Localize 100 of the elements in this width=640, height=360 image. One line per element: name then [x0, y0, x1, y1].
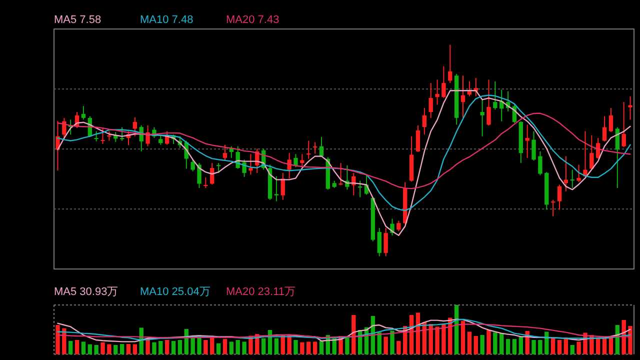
bar [467, 332, 472, 354]
candlestick [274, 176, 279, 202]
bar [88, 344, 92, 354]
candlestick [216, 162, 221, 174]
candlestick [287, 152, 292, 180]
candlestick [300, 154, 304, 168]
bar [216, 343, 221, 354]
bar [261, 338, 266, 354]
candlestick [422, 107, 426, 136]
bar [474, 336, 478, 354]
bar [570, 344, 574, 354]
bar [190, 338, 195, 354]
candlestick [204, 176, 208, 188]
candlestick [486, 79, 491, 126]
bar [132, 344, 138, 354]
bar [396, 340, 401, 354]
bar [100, 342, 105, 354]
bar [107, 344, 112, 354]
bar [518, 336, 523, 354]
candlestick [628, 96, 632, 120]
candlestick [602, 116, 607, 142]
bar [377, 332, 382, 354]
candlestick [532, 130, 536, 162]
bar [319, 340, 324, 354]
candlestick [480, 99, 484, 137]
candlestick [158, 134, 163, 146]
bar [120, 344, 124, 354]
candlestick [100, 128, 105, 144]
bar [576, 342, 581, 354]
candlestick [377, 227, 382, 257]
text: MA20 23.11万 [226, 286, 296, 298]
candlestick [384, 227, 388, 257]
bar [306, 342, 311, 354]
candlestick [338, 162, 343, 186]
text: MA20 7.43 [226, 14, 280, 26]
bar [512, 339, 517, 354]
candlestick [564, 156, 568, 192]
candlestick [615, 126, 620, 188]
bar [460, 321, 466, 354]
bar [486, 330, 491, 354]
bar [390, 330, 394, 354]
bar [178, 340, 182, 354]
bar [62, 328, 66, 354]
bar [557, 340, 562, 354]
bar [300, 342, 304, 354]
bar [493, 332, 498, 354]
bar [242, 342, 246, 354]
text: MA10 25.04万 [140, 286, 210, 298]
bar [384, 336, 388, 354]
bar [538, 340, 542, 354]
bar [628, 326, 632, 354]
candlestick [81, 106, 86, 120]
text: MA10 7.48 [140, 14, 194, 26]
bar [454, 305, 459, 354]
candlestick [608, 107, 614, 133]
bar [345, 338, 350, 354]
bar [602, 338, 607, 354]
bar [480, 335, 484, 354]
bar [94, 344, 98, 354]
bar [171, 340, 176, 354]
bar [158, 340, 163, 354]
candlestick [146, 124, 150, 147]
bar [442, 324, 446, 354]
bar [126, 344, 131, 354]
candlestick [396, 220, 401, 232]
candlestick [428, 82, 433, 118]
candlestick [557, 184, 562, 210]
candlestick [448, 44, 452, 84]
candlestick [622, 102, 626, 148]
candlestick [416, 124, 420, 152]
candlestick [294, 154, 298, 168]
bar [74, 340, 80, 354]
bar [165, 340, 170, 354]
bar [229, 342, 234, 354]
candlestick [590, 134, 594, 170]
bar [596, 338, 600, 354]
bar [274, 338, 279, 354]
bar [236, 340, 240, 354]
candlestick [460, 75, 466, 118]
bar [114, 344, 118, 354]
candlestick [525, 124, 530, 158]
bar [152, 342, 156, 354]
bar [56, 325, 60, 354]
bar [500, 333, 504, 354]
candlestick [94, 130, 98, 142]
candlestick [442, 66, 446, 99]
bar [222, 339, 228, 354]
text: MA5 7.58 [54, 14, 102, 26]
bar [544, 332, 549, 354]
candlestick [190, 159, 195, 172]
candlestick [132, 116, 138, 137]
bar [68, 340, 73, 354]
bar [312, 342, 318, 354]
bar [506, 339, 510, 354]
bar [435, 326, 440, 354]
candlestick [493, 80, 498, 110]
bar [294, 340, 298, 354]
candlestick [576, 164, 581, 183]
candlestick [222, 144, 228, 162]
candlestick [435, 79, 440, 106]
